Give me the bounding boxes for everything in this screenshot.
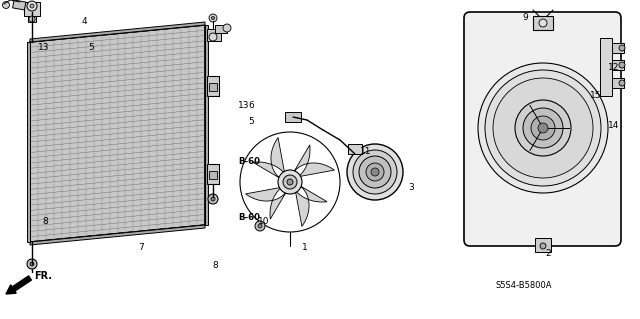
Text: 8: 8 xyxy=(212,261,218,270)
Circle shape xyxy=(211,17,214,19)
Circle shape xyxy=(353,150,397,194)
Circle shape xyxy=(478,63,608,193)
Polygon shape xyxy=(30,22,205,42)
Bar xyxy=(610,43,624,53)
Bar xyxy=(215,25,227,33)
Circle shape xyxy=(208,194,218,204)
Circle shape xyxy=(539,19,547,27)
Bar xyxy=(207,164,219,184)
Circle shape xyxy=(538,123,548,133)
Circle shape xyxy=(485,70,601,186)
Bar xyxy=(285,112,301,122)
Circle shape xyxy=(27,259,37,269)
Bar xyxy=(209,83,217,91)
Circle shape xyxy=(3,2,10,9)
Circle shape xyxy=(211,197,215,201)
Bar xyxy=(348,144,362,154)
Circle shape xyxy=(278,170,302,194)
Circle shape xyxy=(523,108,563,148)
Text: 13: 13 xyxy=(238,100,250,109)
Bar xyxy=(24,2,40,16)
Circle shape xyxy=(283,175,297,189)
Bar xyxy=(207,29,221,41)
Circle shape xyxy=(359,156,391,188)
Polygon shape xyxy=(246,187,287,219)
Bar xyxy=(610,60,624,70)
Text: 3: 3 xyxy=(408,183,413,192)
Circle shape xyxy=(366,163,384,181)
FancyArrow shape xyxy=(6,276,31,294)
Circle shape xyxy=(515,100,571,156)
Bar xyxy=(209,171,217,179)
Polygon shape xyxy=(30,225,205,245)
Circle shape xyxy=(223,24,231,32)
Polygon shape xyxy=(205,25,208,225)
Polygon shape xyxy=(295,185,327,226)
Bar xyxy=(207,76,219,96)
Polygon shape xyxy=(253,137,285,179)
Circle shape xyxy=(619,45,625,51)
Text: S5S4-B5800A: S5S4-B5800A xyxy=(496,280,552,290)
Bar xyxy=(610,78,624,88)
Text: B-60: B-60 xyxy=(238,158,260,167)
Text: B-60: B-60 xyxy=(238,213,260,222)
Circle shape xyxy=(255,221,265,231)
Circle shape xyxy=(30,262,34,266)
Circle shape xyxy=(27,1,37,11)
Text: 2: 2 xyxy=(545,249,550,257)
Circle shape xyxy=(258,224,262,228)
Text: 15: 15 xyxy=(590,91,602,100)
Text: 5: 5 xyxy=(248,117,253,127)
Text: 13: 13 xyxy=(38,43,49,53)
Bar xyxy=(535,238,551,252)
Circle shape xyxy=(209,33,217,41)
Bar xyxy=(28,16,36,22)
Bar xyxy=(13,0,26,10)
Polygon shape xyxy=(30,25,205,242)
Circle shape xyxy=(371,168,379,176)
Circle shape xyxy=(531,116,555,140)
Text: 7: 7 xyxy=(138,243,144,253)
Text: 4: 4 xyxy=(82,18,88,26)
Text: 10: 10 xyxy=(258,218,269,226)
Circle shape xyxy=(347,144,403,200)
Text: FR.: FR. xyxy=(34,271,52,281)
Circle shape xyxy=(619,80,625,86)
Circle shape xyxy=(209,14,217,22)
Text: 9: 9 xyxy=(522,13,528,23)
Polygon shape xyxy=(27,42,30,242)
Text: 11: 11 xyxy=(360,147,371,157)
Text: 5: 5 xyxy=(88,43,93,53)
Circle shape xyxy=(29,16,35,22)
Text: 8: 8 xyxy=(42,218,48,226)
Circle shape xyxy=(287,179,293,185)
Circle shape xyxy=(540,243,546,249)
Circle shape xyxy=(493,78,593,178)
Text: 1: 1 xyxy=(302,243,308,253)
Text: 12: 12 xyxy=(608,63,620,72)
FancyBboxPatch shape xyxy=(464,12,621,246)
Text: 14: 14 xyxy=(608,121,620,130)
Bar xyxy=(533,16,553,30)
Bar xyxy=(600,38,612,96)
Polygon shape xyxy=(293,145,335,177)
Circle shape xyxy=(30,4,34,8)
Circle shape xyxy=(619,62,625,68)
Text: 6: 6 xyxy=(248,100,253,109)
